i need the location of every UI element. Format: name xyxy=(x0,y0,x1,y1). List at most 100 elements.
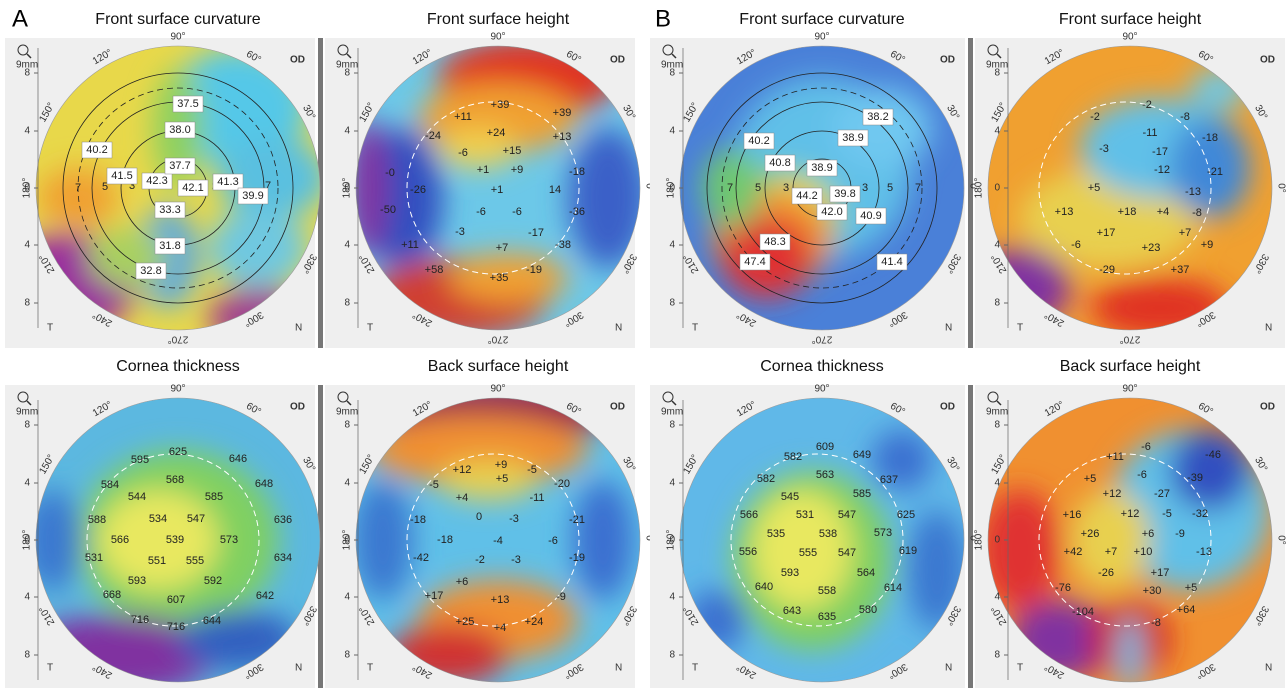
map-value: 580 xyxy=(859,604,877,616)
temporal-label: T xyxy=(47,323,53,334)
map-value: 538 xyxy=(819,528,837,540)
map-value: -5 xyxy=(1162,508,1172,520)
map-value: 593 xyxy=(781,567,799,579)
map-value: +17 xyxy=(1097,227,1116,239)
angle-label: 180° xyxy=(342,178,353,199)
axis-tick-label: 8 xyxy=(24,298,30,309)
panel-title: Cornea thickness xyxy=(760,358,884,375)
angle-label: 180° xyxy=(22,530,33,551)
angle-label: 90° xyxy=(170,384,185,395)
boxed-value: 33.3 xyxy=(159,204,180,216)
map-value: 619 xyxy=(899,545,917,557)
eye-label: OD xyxy=(940,402,955,413)
scale-label: 9mm xyxy=(661,60,683,71)
panel: Back surface height8404890°60°30°0°330°3… xyxy=(974,358,1287,688)
map-value: 585 xyxy=(853,488,871,500)
map-value: -21 xyxy=(569,514,585,526)
eye-label: OD xyxy=(610,402,625,413)
boxed-value: 42.3 xyxy=(146,175,167,187)
figure-label: B xyxy=(655,5,671,32)
boxed-value: 48.3 xyxy=(764,236,785,248)
map-value: 547 xyxy=(187,513,205,525)
map-value: 642 xyxy=(256,590,274,602)
map-value: 585 xyxy=(205,491,223,503)
separator xyxy=(968,38,973,348)
panel: Front surface curvature8404890°60°30°0°3… xyxy=(650,11,978,348)
angle-label: 270° xyxy=(812,333,833,344)
axis-tick-label: 4 xyxy=(24,592,30,603)
boxed-value: 38.9 xyxy=(811,162,832,174)
figure-label: A xyxy=(12,5,28,32)
axis-tick-label: 8 xyxy=(344,650,350,661)
map-value: 535 xyxy=(767,528,785,540)
map-value: 568 xyxy=(166,474,184,486)
map-value: +39 xyxy=(553,107,572,119)
axis-tick-label: 4 xyxy=(344,126,350,137)
map-value: +10 xyxy=(1134,546,1153,558)
map-value: -50 xyxy=(380,204,396,216)
map-value: -6 xyxy=(458,147,468,159)
boxed-value: 40.8 xyxy=(769,157,790,169)
map-value: -0 xyxy=(385,167,395,179)
map-value: -104 xyxy=(1072,606,1094,618)
map-value: 544 xyxy=(128,491,146,503)
map-value: +37 xyxy=(1171,264,1190,276)
boxed-value: 40.9 xyxy=(860,210,881,222)
map-value: -11 xyxy=(529,492,544,504)
temporal-label: T xyxy=(1017,323,1023,334)
map-value: 716 xyxy=(131,614,149,626)
panel: Back surface height8404890°60°30°0°330°3… xyxy=(325,358,654,688)
map-value: -18 xyxy=(410,514,426,526)
map-value: 545 xyxy=(781,491,799,503)
map-value: -39 xyxy=(1187,472,1203,484)
map-value: -19 xyxy=(526,264,542,276)
angle-label: 90° xyxy=(170,32,185,43)
map-value: 640 xyxy=(755,581,773,593)
map-value: 582 xyxy=(784,451,802,463)
map-value: +11 xyxy=(401,239,419,251)
map-value: +9 xyxy=(495,459,508,471)
map-value: -8 xyxy=(1180,111,1190,123)
angle-label: 90° xyxy=(814,32,829,43)
map-value: 556 xyxy=(739,546,757,558)
map-value: 595 xyxy=(131,454,149,466)
map-value: +24 xyxy=(487,127,506,139)
map-value: +30 xyxy=(1143,585,1162,597)
angle-label: 180° xyxy=(974,178,985,199)
boxed-value: 40.2 xyxy=(86,144,107,156)
map-value: -19 xyxy=(569,552,585,564)
map-value: +7 xyxy=(496,242,509,254)
axis-tick-label: 8 xyxy=(344,420,350,431)
temporal-label: T xyxy=(692,663,698,674)
map-value: -26 xyxy=(410,184,426,196)
map-value: -11 xyxy=(1142,127,1157,139)
map-value: 637 xyxy=(880,474,898,486)
map-value: +23 xyxy=(1142,242,1161,254)
angle-label: 0° xyxy=(1275,183,1286,193)
boxed-value: 44.2 xyxy=(796,190,817,202)
map-value: -13 xyxy=(1185,186,1201,198)
map-value: 14 xyxy=(549,184,561,196)
boxed-value: 38.2 xyxy=(867,111,888,123)
map-value: 531 xyxy=(85,552,103,564)
boxed-value: 42.0 xyxy=(821,206,842,218)
temporal-label: T xyxy=(367,323,373,334)
boxed-value: 31.8 xyxy=(159,240,180,252)
angle-label: 270° xyxy=(168,333,189,344)
axis-tick-label: 8 xyxy=(24,650,30,661)
axis-tick-label: 0 xyxy=(994,183,1000,194)
map-value: 636 xyxy=(274,514,292,526)
map-value: 716 xyxy=(167,621,185,633)
map-value: +58 xyxy=(425,264,444,276)
boxed-value: 38.0 xyxy=(169,124,190,136)
nasal-label: N xyxy=(615,323,622,334)
scale-label: 9mm xyxy=(16,60,38,71)
axis-tick-label: 4 xyxy=(24,126,30,137)
map-value: 7 xyxy=(915,182,921,194)
boxed-value: 32.8 xyxy=(140,265,161,277)
map-value: -17 xyxy=(1152,146,1168,158)
eye-label: OD xyxy=(1260,55,1275,66)
nasal-label: N xyxy=(295,663,302,674)
map-value: +1 xyxy=(491,184,504,196)
scale-label: 9mm xyxy=(336,60,358,71)
